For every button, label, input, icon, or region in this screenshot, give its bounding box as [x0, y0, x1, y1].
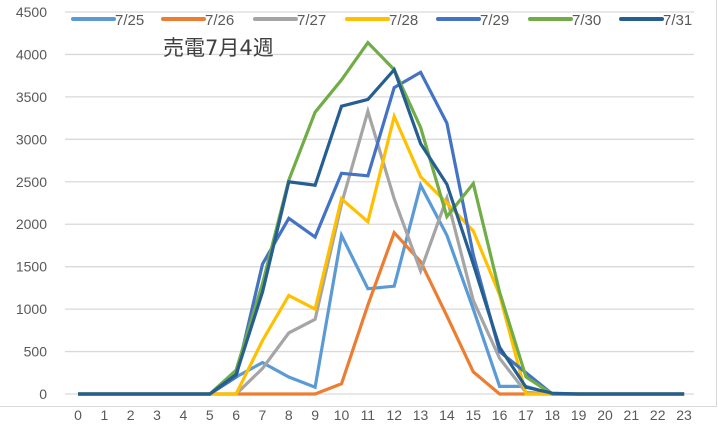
legend-label: 7/26: [205, 12, 234, 29]
y-tick-label: 2500: [16, 174, 47, 190]
x-tick-label: 11: [361, 407, 376, 423]
series-line-7-31: [78, 66, 685, 396]
x-tick-label: 13: [413, 407, 429, 423]
x-tick-label: 22: [650, 407, 666, 423]
legend-label: 7/31: [663, 12, 692, 29]
y-tick-label: 500: [24, 344, 48, 360]
x-tick-label: 15: [465, 407, 481, 423]
x-tick-label: 21: [624, 407, 640, 423]
x-tick-label: 3: [153, 407, 161, 423]
x-tick-label: 14: [439, 407, 455, 423]
series-line-7-29: [78, 70, 685, 396]
series-line-7-26: [78, 229, 685, 396]
x-tick-label: 17: [518, 407, 534, 423]
x-tick-label: 16: [492, 407, 508, 423]
series-line-7-25: [78, 180, 685, 396]
legend-item: 7/30: [528, 12, 601, 29]
legend-label: 7/28: [389, 12, 418, 29]
x-tick-label: 9: [311, 407, 319, 423]
x-tick-label: 19: [571, 407, 587, 423]
x-tick-label: 8: [285, 407, 293, 423]
legend-item: 7/25: [71, 12, 144, 29]
legend-label: 7/30: [572, 12, 601, 29]
x-tick-label: 12: [386, 407, 402, 423]
y-tick-label: 4500: [16, 4, 47, 20]
x-tick-label: 6: [232, 407, 240, 423]
chart-frame: [0, 0, 717, 407]
x-tick-label: 18: [545, 407, 561, 423]
y-tick-label: 4000: [16, 46, 47, 62]
x-tick-label: 23: [676, 407, 692, 423]
legend-item: 7/26: [161, 12, 234, 29]
legend-item: 7/31: [619, 12, 692, 29]
x-tick-label: 20: [597, 407, 613, 423]
legend-item: 7/28: [345, 12, 418, 29]
chart-title: 売電7月4週: [163, 36, 274, 60]
x-tick-label: 0: [74, 407, 82, 423]
x-tick-label: 2: [127, 407, 135, 423]
y-tick-label: 3500: [16, 89, 47, 105]
y-tick-label: 1500: [16, 259, 47, 275]
legend-label: 7/29: [480, 12, 509, 29]
x-tick-label: 1: [100, 407, 108, 423]
y-tick-label: 2000: [16, 216, 47, 232]
y-tick-label: 1000: [16, 301, 47, 317]
x-tick-label: 5: [206, 407, 214, 423]
legend-item: 7/27: [253, 12, 326, 29]
legend-item: 7/29: [436, 12, 509, 29]
x-tick-label: 10: [334, 407, 350, 423]
y-tick-label: 0: [39, 386, 47, 402]
legend-label: 7/25: [115, 12, 144, 29]
x-tick-label: 7: [259, 407, 267, 423]
legend-label: 7/27: [297, 12, 326, 29]
series-line-7-30: [78, 40, 685, 396]
x-tick-label: 4: [180, 407, 188, 423]
y-tick-label: 3000: [16, 131, 47, 147]
